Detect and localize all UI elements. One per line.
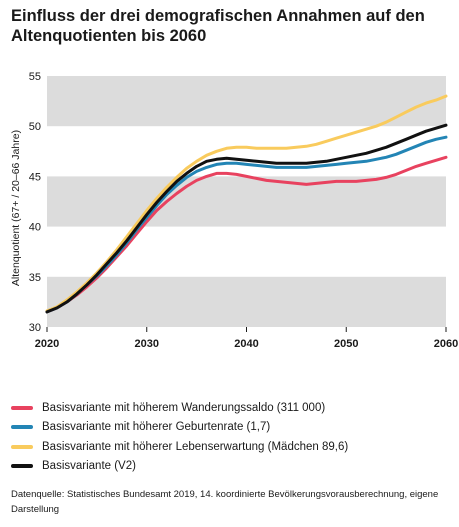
y-tick-label: 30	[29, 322, 41, 334]
y-tick-label: 35	[29, 272, 41, 284]
legend-swatch	[11, 444, 33, 449]
legend-item: Basisvariante mit höherer Lebenserwartun…	[11, 437, 456, 457]
legend-swatch	[11, 425, 33, 430]
legend-label: Basisvariante mit höherem Wanderungssald…	[42, 401, 326, 414]
grid-bands	[47, 76, 446, 327]
y-tick-label: 55	[29, 71, 41, 83]
y-axis-title: Altenquotient (67+ / 20–66 Jahre)	[10, 130, 22, 286]
legend-swatch	[11, 464, 33, 469]
legend-label: Basisvariante (V2)	[42, 460, 136, 473]
x-tick-label: 2020	[35, 338, 59, 350]
x-tick-label: 2050	[334, 338, 358, 350]
x-tick-label: 2030	[135, 338, 159, 350]
legend-item: Basisvariante (V2)	[11, 457, 456, 477]
legend-swatch	[11, 405, 33, 410]
y-tick-label: 50	[29, 121, 41, 133]
y-tick-label: 45	[29, 171, 41, 183]
x-tick-label: 2060	[434, 338, 458, 350]
x-tick-label: 2040	[234, 338, 258, 350]
legend-item: Basisvariante mit höherem Wanderungssald…	[11, 398, 456, 418]
line-chart: 30 35 40 45 50 55 2020 2030 2040 2050 2060 Altenq…	[10, 71, 458, 350]
legend-item: Basisvariante mit höherer Geburtenrate (…	[11, 418, 456, 438]
grid-band	[47, 176, 446, 227]
legend-label: Basisvariante mit höherer Lebenserwartun…	[42, 440, 349, 453]
legend-label: Basisvariante mit höherer Geburtenrate (…	[42, 421, 271, 434]
x-axis-ticks: 2020 2030 2040 2050 2060	[35, 327, 458, 350]
source-note: Datenquelle: Statistisches Bundesamt 201…	[11, 489, 439, 515]
grid-band	[47, 276, 446, 327]
series-line-basis	[45, 123, 448, 314]
series-line-lebenserwartung	[45, 94, 448, 313]
series-lines	[45, 94, 448, 314]
chart-title: Einfluss der drei demografischen Annahme…	[11, 7, 425, 45]
y-axis-ticks: 30 35 40 45 50 55	[29, 71, 41, 334]
y-tick-label: 40	[29, 222, 41, 234]
legend: Basisvariante mit höherem Wanderungssald…	[11, 398, 456, 476]
grid-band	[47, 76, 446, 127]
